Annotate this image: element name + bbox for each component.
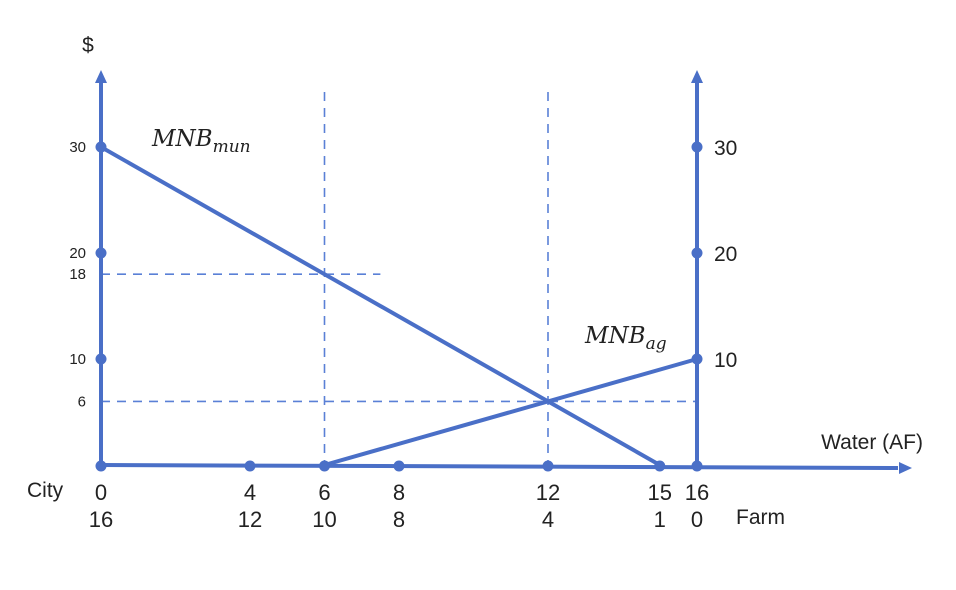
y-tick-left-6: 6 bbox=[78, 393, 86, 410]
x-tick-city-8: 8 bbox=[393, 480, 405, 505]
y-tick-right-30: 30 bbox=[714, 137, 737, 160]
x-tick-farm-15: 1 bbox=[654, 507, 666, 532]
x-tick-farm-12: 4 bbox=[542, 507, 554, 532]
x-tick-farm-8: 8 bbox=[393, 507, 405, 532]
x-tick-city-0: 0 bbox=[95, 480, 107, 505]
curve-label-ag: MNBag bbox=[584, 323, 667, 354]
y-tick-left-10: 10 bbox=[69, 351, 86, 368]
series bbox=[99, 145, 699, 467]
curve-label-mun: MNBmun bbox=[151, 126, 251, 157]
curve-label-main: MNB bbox=[584, 323, 646, 349]
x-axis-arrow-icon bbox=[899, 462, 912, 474]
x-dot-4 bbox=[244, 460, 256, 472]
curve-label-subscript: mun bbox=[213, 137, 251, 157]
x-tick-farm-6: 10 bbox=[312, 507, 336, 532]
x-dot-15 bbox=[654, 460, 666, 472]
y-tick-left-20: 20 bbox=[69, 245, 86, 262]
y-tick-left-30: 30 bbox=[69, 139, 86, 156]
y-dot-right-10 bbox=[691, 353, 703, 365]
x-tick-farm-0: 16 bbox=[89, 507, 113, 532]
x-tick-city-4: 4 bbox=[244, 480, 256, 505]
right-y-axis-arrow-icon bbox=[691, 70, 703, 83]
x-axis bbox=[100, 463, 899, 470]
curve-label-subscript: ag bbox=[646, 334, 667, 354]
axis-dots bbox=[95, 141, 703, 472]
curve-label-main: MNB bbox=[151, 126, 213, 152]
x-tick-city-15: 15 bbox=[648, 480, 672, 505]
x-dot-12 bbox=[542, 460, 554, 472]
x-dot-8 bbox=[393, 460, 405, 472]
y-tick-right-20: 20 bbox=[714, 243, 737, 266]
x-tick-farm-16: 0 bbox=[691, 507, 703, 532]
y-dot-left-10 bbox=[95, 353, 107, 365]
series-line-mun bbox=[99, 145, 662, 467]
series-line-ag bbox=[322, 357, 699, 467]
y-dot-left-20 bbox=[95, 247, 107, 259]
x-dot-0 bbox=[95, 460, 107, 472]
x-axis-label: Water (AF) bbox=[821, 431, 923, 454]
left-y-axis-arrow-icon bbox=[95, 70, 107, 83]
y-dot-right-20 bbox=[691, 247, 703, 259]
y-tick-right-10: 10 bbox=[714, 349, 737, 372]
x-dot-6 bbox=[319, 460, 330, 472]
y-dot-left-30 bbox=[95, 141, 107, 153]
y-dot-right-30 bbox=[691, 141, 703, 153]
labels: 30201810630201001641261088124151160$Wate… bbox=[27, 34, 923, 532]
city-axis-label: City bbox=[27, 479, 64, 502]
x-tick-city-12: 12 bbox=[536, 480, 560, 505]
x-tick-farm-4: 12 bbox=[238, 507, 262, 532]
y-axis-label: $ bbox=[82, 34, 94, 57]
x-tick-city-6: 6 bbox=[318, 480, 330, 505]
x-dot-16 bbox=[691, 460, 703, 472]
y-tick-left-18: 18 bbox=[69, 266, 86, 283]
x-tick-city-16: 16 bbox=[685, 480, 709, 505]
farm-axis-label: Farm bbox=[736, 506, 785, 529]
